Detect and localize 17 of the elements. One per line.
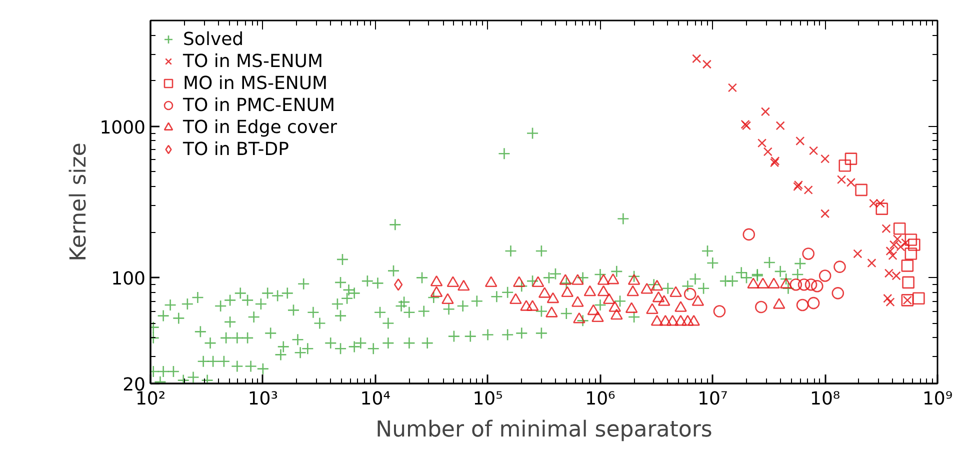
y-tick-label: 1000 (100, 117, 146, 138)
x-tick-label: 10⁷ (698, 388, 728, 410)
x-axis-title: Number of minimal separators (376, 418, 712, 442)
legend-label: TO in MS-ENUM (183, 50, 324, 72)
y-axis-title: Kernel size (66, 142, 92, 262)
x-tick-label: 10⁸ (810, 388, 840, 410)
legend-label: TO in Edge cover (183, 116, 338, 138)
x-tick-label: 10⁶ (585, 388, 616, 410)
legend-label: TO in BT-DP (183, 138, 289, 160)
x-tick-label: 10³ (248, 388, 278, 410)
legend-label: MO in MS-ENUM (183, 72, 328, 94)
legend-label: TO in PMC-ENUM (183, 94, 336, 116)
x-tick-label: 10⁹ (922, 388, 953, 410)
x-tick-label: 10⁴ (360, 388, 390, 410)
y-tick-label: 100 (111, 268, 146, 290)
x-tick-label: 10⁵ (472, 388, 503, 410)
legend-label: Solved (183, 28, 244, 50)
